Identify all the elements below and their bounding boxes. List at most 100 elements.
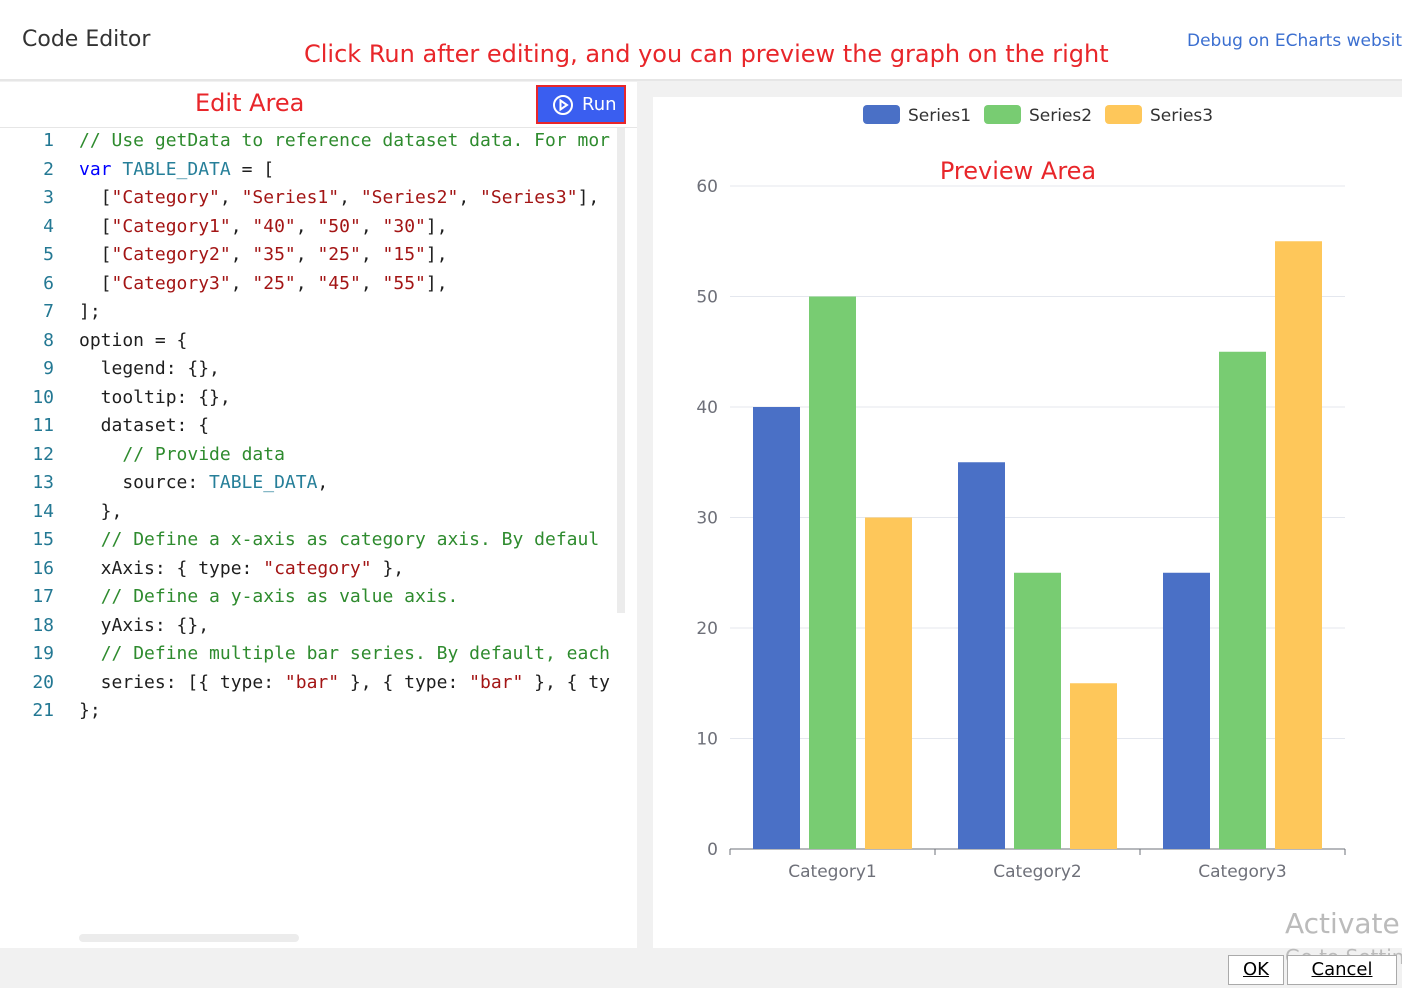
code-line: option = { bbox=[79, 330, 187, 351]
code-line: // Use getData to reference dataset data… bbox=[79, 130, 610, 151]
code-token: option = { bbox=[79, 329, 188, 351]
code-token: "category" bbox=[263, 557, 372, 579]
line-number: 3 bbox=[43, 187, 54, 208]
line-number: 17 bbox=[32, 586, 54, 607]
y-tick-label: 30 bbox=[696, 509, 718, 529]
run-label[interactable]: Run bbox=[582, 94, 617, 115]
code-token: [ bbox=[79, 244, 112, 265]
code-token: [ bbox=[79, 187, 112, 208]
title: Code Editor bbox=[22, 27, 151, 52]
y-tick-label: 60 bbox=[696, 177, 718, 197]
bar bbox=[1275, 241, 1322, 849]
code-token: var bbox=[79, 158, 112, 180]
line-number: 9 bbox=[43, 358, 54, 379]
legend-label: Series1 bbox=[908, 106, 971, 126]
code-token: // Use getData to reference dataset data… bbox=[79, 130, 611, 151]
code-token: ]; bbox=[79, 301, 101, 322]
line-number: 10 bbox=[32, 386, 54, 408]
code-token: , bbox=[230, 272, 253, 294]
x-tick-label: Category3 bbox=[1198, 862, 1286, 882]
bar bbox=[1163, 572, 1210, 849]
run-icon bbox=[553, 95, 573, 115]
line-number: 5 bbox=[43, 244, 54, 265]
h-scrollbar bbox=[79, 934, 299, 942]
y-tick-label: 20 bbox=[696, 619, 718, 639]
bar bbox=[809, 296, 856, 849]
code-token: "Series3" bbox=[480, 187, 578, 208]
code-token: "Category1" bbox=[111, 215, 231, 237]
line-number: 1 bbox=[43, 130, 54, 151]
bar bbox=[1070, 683, 1117, 849]
legend-swatch bbox=[984, 105, 1021, 124]
code-token: // Define multiple bar series. By defaul… bbox=[100, 643, 611, 664]
code-token: , bbox=[317, 472, 329, 493]
code-token: , bbox=[295, 244, 318, 265]
code-token bbox=[79, 529, 101, 550]
code-line: }, bbox=[79, 500, 123, 522]
code-token: legend: {}, bbox=[79, 358, 220, 379]
code-token: // Define a y-axis as value axis. bbox=[100, 586, 459, 607]
code-line: dataset: { bbox=[79, 415, 209, 436]
bar bbox=[958, 462, 1005, 849]
code-token: yAxis: {}, bbox=[79, 614, 210, 636]
watermark: Activate bbox=[1285, 907, 1400, 940]
code-line: // Provide data bbox=[79, 444, 285, 465]
scrollbar bbox=[617, 128, 625, 613]
line-number: 15 bbox=[32, 529, 54, 550]
code-token: // Define a x-axis as category axis. By … bbox=[100, 529, 600, 550]
code-token: tooltip: {}, bbox=[79, 386, 231, 408]
y-tick-label: 10 bbox=[696, 730, 718, 750]
code-line: source: TABLE_DATA, bbox=[79, 472, 328, 493]
edit-label: Edit Area bbox=[195, 89, 305, 117]
legend-swatch bbox=[1105, 105, 1142, 124]
bar bbox=[753, 407, 800, 849]
code-token: "Category3" bbox=[111, 272, 231, 294]
code-token: , bbox=[360, 215, 383, 237]
code-line: // Define a y-axis as value axis. bbox=[79, 586, 459, 607]
code-token: "Category2" bbox=[111, 244, 231, 265]
cancel-button[interactable]: Cancel bbox=[1287, 955, 1397, 985]
preview-label: Preview Area bbox=[940, 157, 1096, 185]
code-token: "25" bbox=[252, 272, 296, 294]
code-token: }; bbox=[79, 700, 101, 721]
code-token: , bbox=[360, 244, 383, 265]
code-token: }, bbox=[79, 500, 123, 522]
line-number: 8 bbox=[43, 329, 54, 351]
code-token: dataset: { bbox=[79, 415, 210, 436]
x-tick-label: Category2 bbox=[993, 862, 1081, 882]
code-token: , bbox=[458, 187, 481, 208]
line-number: 14 bbox=[32, 500, 54, 522]
y-tick-label: 50 bbox=[696, 288, 718, 308]
code-line: ["Category2", "35", "25", "15"], bbox=[79, 244, 448, 265]
code-line: ["Category", "Series1", "Series2", "Seri… bbox=[79, 187, 600, 208]
line-number: 4 bbox=[43, 215, 54, 237]
code-token: , bbox=[230, 244, 253, 265]
code-token: ], bbox=[425, 272, 448, 294]
code-line: // Define multiple bar series. By defaul… bbox=[79, 643, 610, 664]
code-token: [ bbox=[79, 215, 112, 237]
ok-button[interactable]: OK bbox=[1228, 955, 1284, 985]
bar bbox=[865, 517, 912, 849]
code-line: ["Category3", "25", "45", "55"], bbox=[79, 273, 448, 294]
code-line: ]; bbox=[79, 301, 101, 322]
line-number: 2 bbox=[43, 158, 54, 180]
code-token: series: [{ type: bbox=[79, 671, 285, 693]
code-token: , bbox=[295, 215, 318, 237]
header-bar bbox=[0, 0, 1402, 81]
code-token: "40" bbox=[252, 215, 296, 237]
code-line: legend: {}, bbox=[79, 358, 220, 379]
code-token: , bbox=[339, 187, 361, 208]
line-number: 13 bbox=[32, 472, 54, 493]
code-line: var TABLE_DATA = [ bbox=[79, 159, 274, 180]
line-number: 6 bbox=[43, 272, 54, 294]
debug-link[interactable]: Debug on ECharts website bbox=[1187, 31, 1402, 51]
code-token: "50" bbox=[317, 215, 361, 237]
legend-label: Series2 bbox=[1029, 106, 1092, 126]
code-token: ], bbox=[425, 215, 448, 237]
code-token: "15" bbox=[382, 244, 426, 265]
run-button[interactable]: Run bbox=[536, 85, 626, 124]
code-token: "25" bbox=[317, 244, 361, 265]
code-line: yAxis: {}, bbox=[79, 615, 209, 636]
line-number: 12 bbox=[32, 443, 54, 465]
